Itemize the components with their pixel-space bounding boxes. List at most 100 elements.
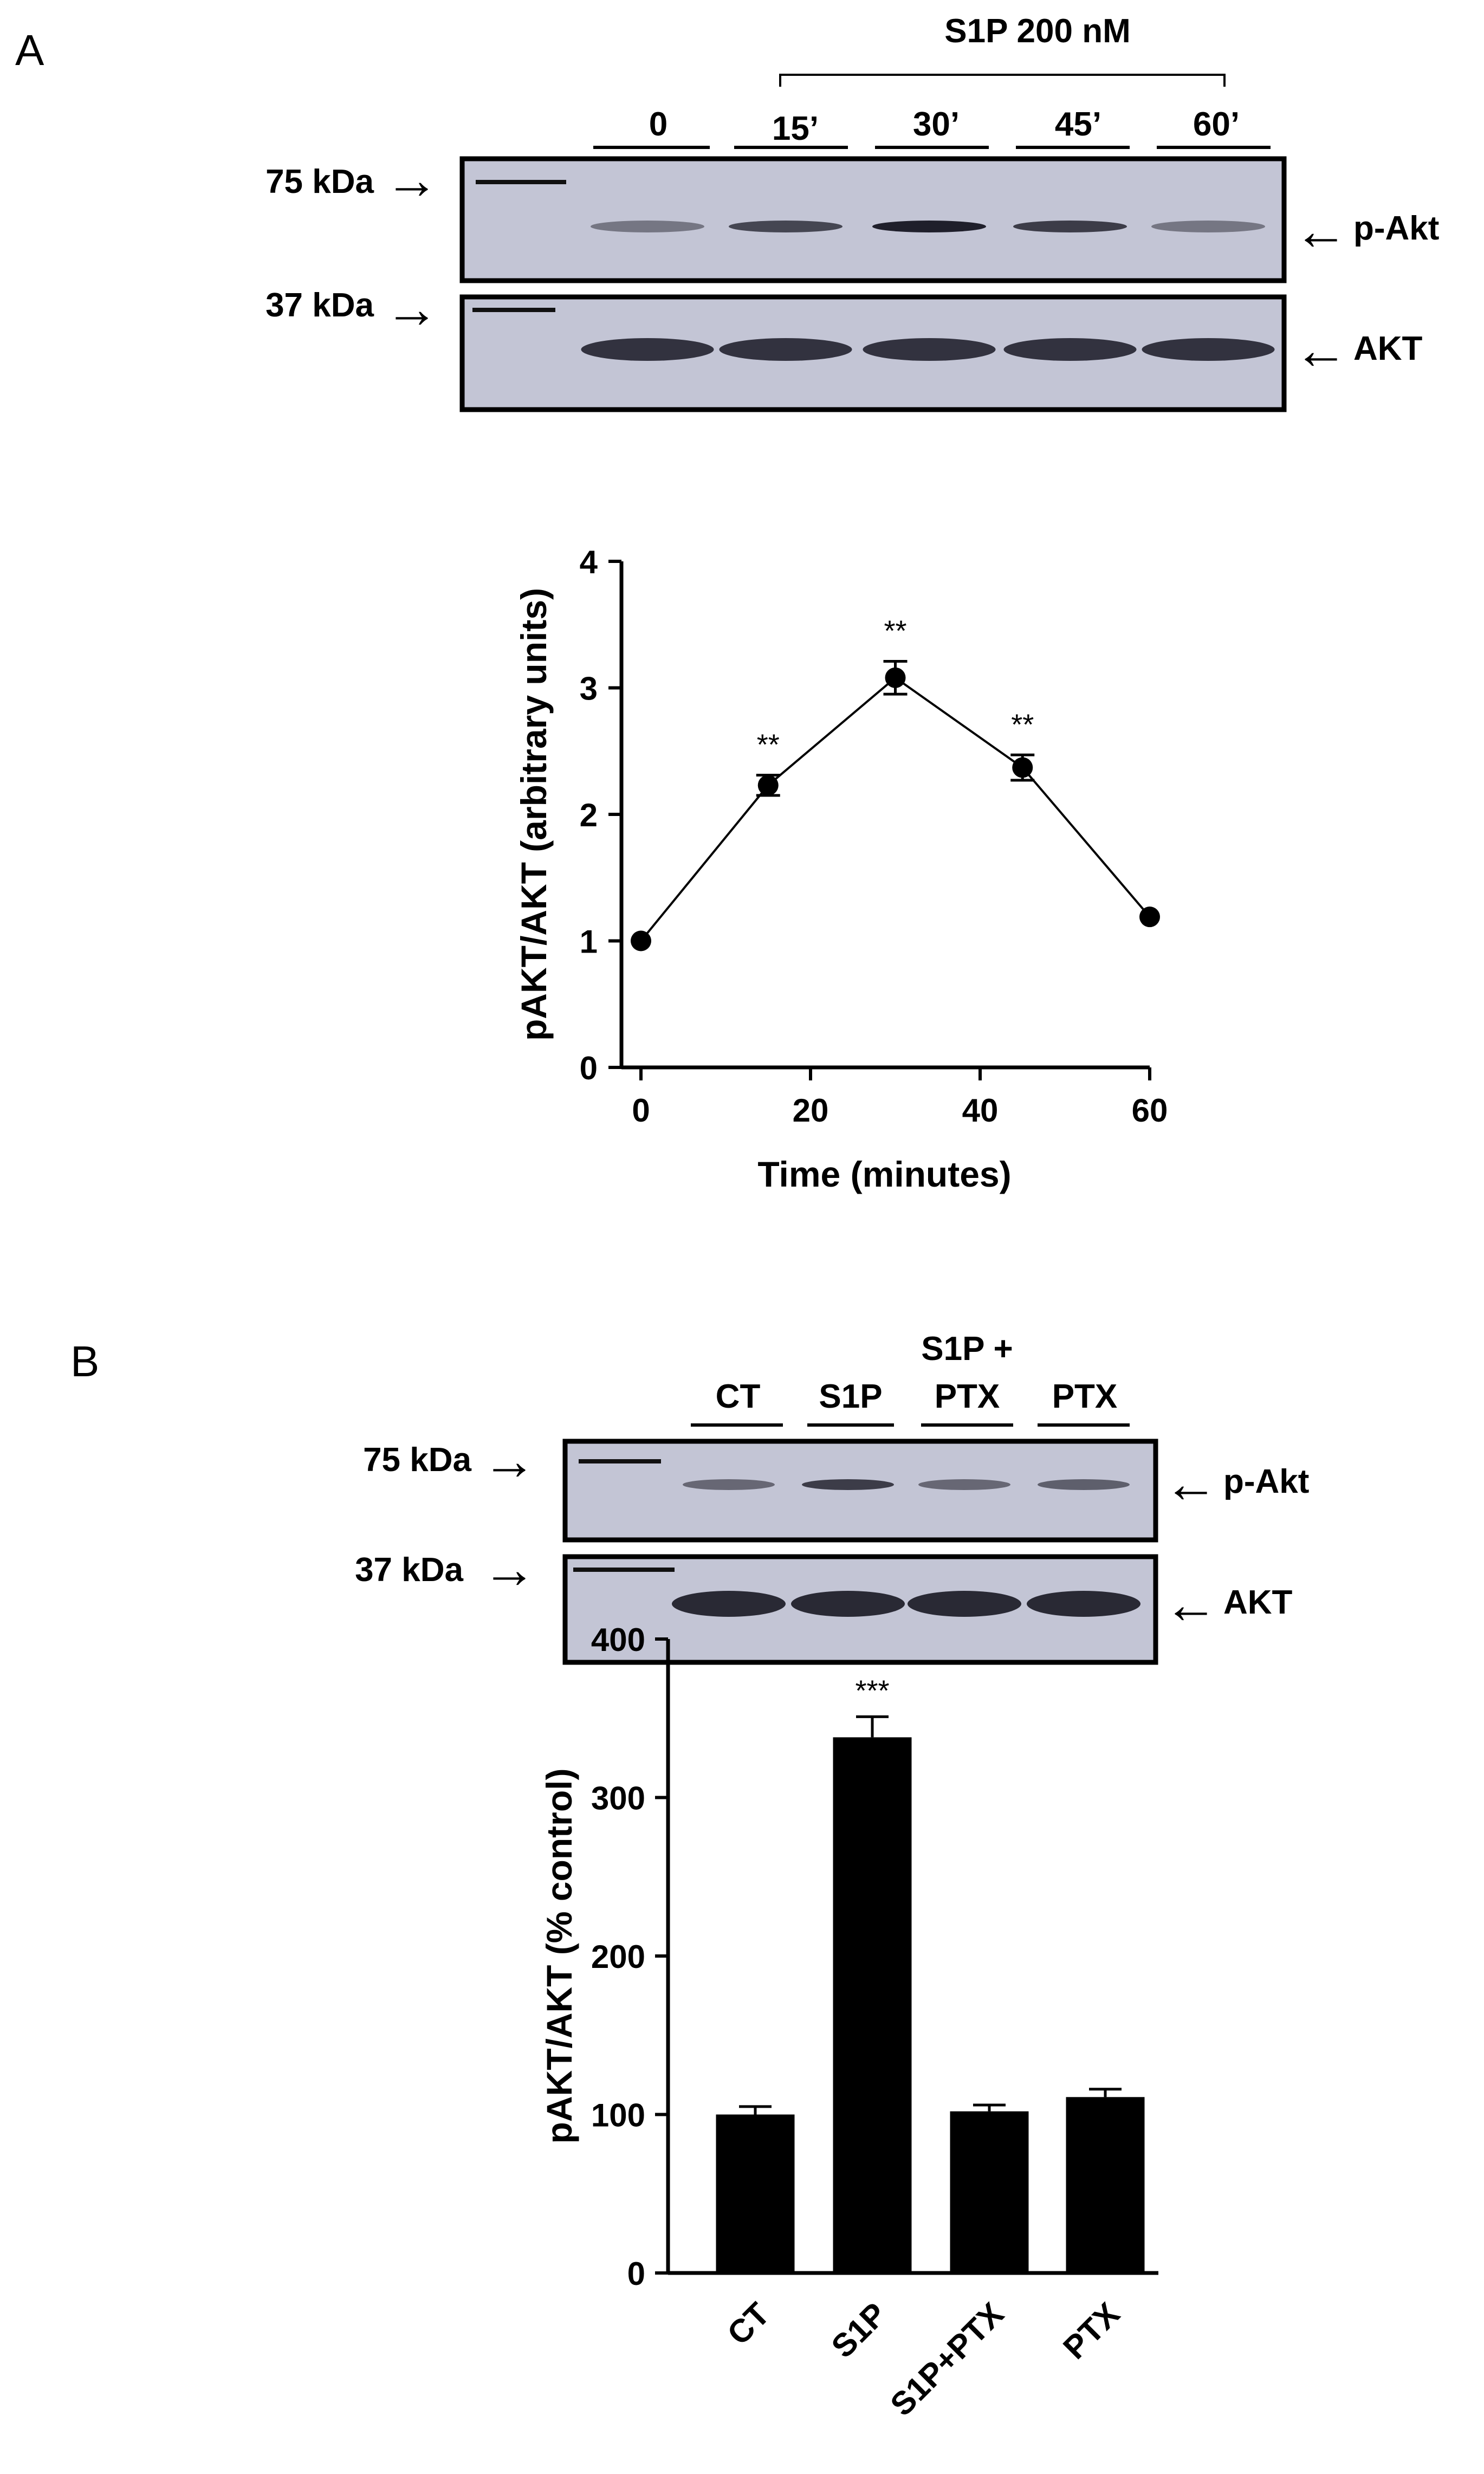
lane-label-b: S1P [819,1378,882,1415]
blot-band [683,1479,775,1490]
bar-chart-bars: *** [716,1674,1145,2273]
y-tick-label: 200 [591,1939,645,1975]
bands-lower-b [672,1591,1140,1617]
x-tick-label: S1P [825,2296,894,2365]
blot-band [872,221,986,232]
x-tick-label: 20 [793,1092,829,1129]
lane-labels-b: CT S1P S1P + PTX PTX [716,1330,1118,1415]
panel-b-label: B [70,1337,99,1385]
arrow-right-icon: → [385,150,439,210]
lane-label-a: 45’ [1055,106,1101,143]
data-point [757,775,779,796]
blot-band [1003,338,1137,361]
lane-label-b: PTX [1052,1378,1118,1415]
significance-label: ** [757,729,780,761]
blot-band [918,1479,1010,1490]
y-tick-label: 0 [580,1050,598,1086]
blot-band [802,1479,894,1490]
blot-band [908,1591,1021,1617]
bar-chart-ylabel: pAKT/AKT (% control) [539,1769,579,2144]
lane-label-a: 30’ [913,106,960,143]
blot-band [1151,221,1265,232]
y-tick-label: 4 [580,544,598,580]
blot-band [791,1591,905,1617]
treatment-label: S1P 200 nM [944,12,1130,50]
bar [716,2114,795,2273]
data-point [1139,906,1160,928]
panel-b-blot: B CT S1P S1P + PTX PTX 75 kDa → 37 kDa →… [70,1330,1309,1665]
x-tick-label: S1P+PTX [883,2296,1010,2423]
lane-labels-a: 0 15’ 30’ 45’ 60’ [649,106,1240,147]
blot-band [729,221,843,232]
blot-band [1013,221,1127,232]
x-tick-label: 60 [1132,1092,1168,1129]
bands-upper-b [683,1479,1130,1490]
blot-label-pakt-a: p-Akt [1353,210,1439,247]
arrow-left-icon: ← [1164,1574,1218,1635]
x-tick-label: CT [720,2296,776,2352]
panel-a-blot: A S1P 200 nM 0 15’ 30’ 45’ 60’ 75 kDa → … [15,12,1439,412]
y-tick-label: 2 [580,797,598,833]
bands-lower-a [581,338,1275,361]
blot-band [591,221,704,232]
x-tick-label: PTX [1056,2296,1126,2366]
bar [833,1737,912,2273]
arrow-right-icon: → [482,1430,536,1491]
y-tick-label: 400 [591,1622,645,1658]
y-tick-label: 0 [627,2256,645,2292]
arrow-left-icon: ← [1164,1453,1218,1514]
blot-band [1142,338,1275,361]
marker-label-upper-b: 75 kDa [363,1441,471,1479]
line-chart-series: ** ** ** [631,614,1160,951]
significance-label: ** [884,614,906,647]
lane-label-a: 60’ [1193,106,1240,143]
lane-label-b: CT [716,1378,761,1415]
arrow-left-icon: ← [1294,200,1348,261]
marker-label-lower-b: 37 kDa [355,1551,463,1589]
series-line [640,676,1151,942]
data-point [631,930,651,951]
arrow-right-icon: → [385,279,439,339]
bands-upper-a [591,221,1265,232]
lane-label-b: PTX [935,1378,1000,1415]
blot-band [1027,1591,1140,1617]
line-chart-ylabel: pAKT/AKT (arbitrary units) [514,588,554,1041]
significance-label: *** [855,1674,889,1707]
lane-label-b: S1P + [921,1330,1013,1368]
marker-label-lower-a: 37 kDa [265,287,374,324]
data-point [1012,757,1033,778]
lane-label-a: 15’ [772,110,819,147]
blot-upper-a [459,156,1287,283]
blot-band [581,338,714,361]
bar [950,2111,1029,2273]
x-tick-label: 0 [632,1092,650,1129]
data-point [885,667,906,688]
marker-label-upper-a: 75 kDa [265,163,374,200]
y-tick-label: 3 [580,671,598,707]
y-tick-label: 300 [591,1780,645,1817]
panel-a-label: A [15,26,44,74]
arrow-right-icon: → [482,1539,536,1599]
line-chart-xlabel: Time (minutes) [757,1154,1011,1194]
x-tick-label: 40 [962,1092,999,1129]
blot-band [672,1591,786,1617]
significance-label: ** [1011,708,1034,741]
bar [1066,2097,1145,2273]
blot-label-pakt-b: p-Akt [1223,1463,1309,1500]
blot-label-akt-b: AKT [1223,1584,1293,1621]
lane-label-a: 0 [649,106,668,143]
arrow-left-icon: ← [1294,320,1348,380]
blot-label-akt-a: AKT [1353,330,1423,367]
blot-band [1038,1479,1130,1490]
y-tick-label: 1 [580,924,598,960]
treatment-bracket [779,74,1226,87]
blot-band [863,338,996,361]
y-tick-label: 100 [591,2097,645,2134]
blot-upper-b [562,1439,1158,1543]
blot-band [719,338,852,361]
